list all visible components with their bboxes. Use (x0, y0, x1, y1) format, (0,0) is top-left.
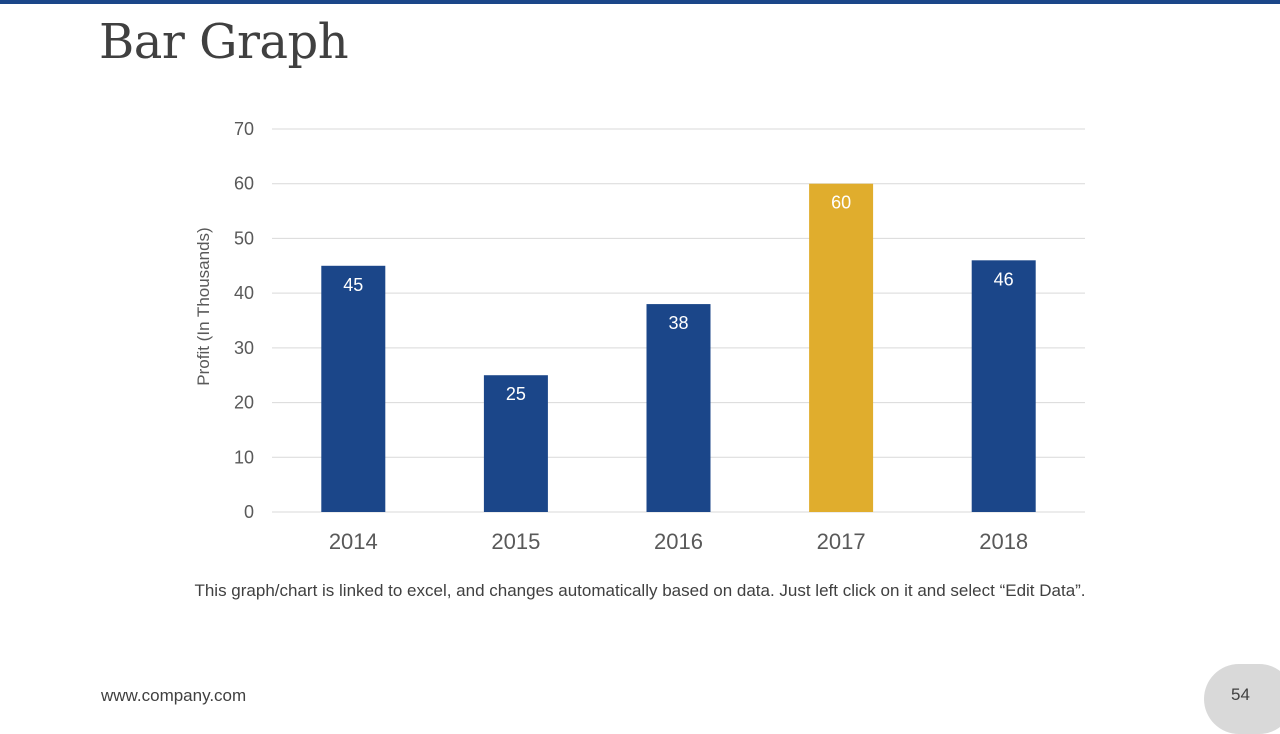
y-tick-label: 30 (234, 338, 254, 358)
data-label: 60 (831, 193, 851, 213)
bar-2014[interactable] (321, 265, 386, 512)
y-tick-label: 0 (244, 502, 254, 522)
y-tick-label: 50 (234, 228, 254, 248)
y-tick-label: 40 (234, 283, 254, 303)
y-tick-label: 10 (234, 447, 254, 467)
bar-chart[interactable]: 0 10 20 30 40 50 60 70 Profit (In Thousands) 45 20… (0, 0, 1280, 580)
data-label: 45 (343, 275, 363, 295)
top-accent-bar (0, 0, 1280, 4)
y-tick-label: 70 (234, 119, 254, 139)
footer-url: www.company.com (101, 686, 247, 705)
slide-title: Bar Graph (99, 14, 349, 70)
x-tick-label: 2017 (817, 529, 866, 554)
x-tick-label: 2018 (979, 529, 1028, 554)
y-tick-label: 20 (234, 393, 254, 413)
x-tick-label: 2016 (654, 529, 703, 554)
bar-2018[interactable] (971, 260, 1036, 512)
y-axis-label: Profit (In Thousands) (194, 227, 213, 385)
bar-2015[interactable] (483, 375, 548, 512)
page-number-badge: 54 (1204, 664, 1280, 734)
data-label: 46 (994, 269, 1014, 289)
bar-2016[interactable] (646, 304, 711, 512)
y-tick-label: 60 (234, 174, 254, 194)
x-tick-label: 2014 (329, 529, 378, 554)
data-label: 25 (506, 384, 526, 404)
page-number: 54 (1231, 685, 1250, 704)
bar-2017[interactable] (809, 183, 874, 512)
data-label: 38 (668, 313, 688, 333)
chart-caption: This graph/chart is linked to excel, and… (194, 581, 1086, 600)
x-tick-label: 2015 (491, 529, 540, 554)
